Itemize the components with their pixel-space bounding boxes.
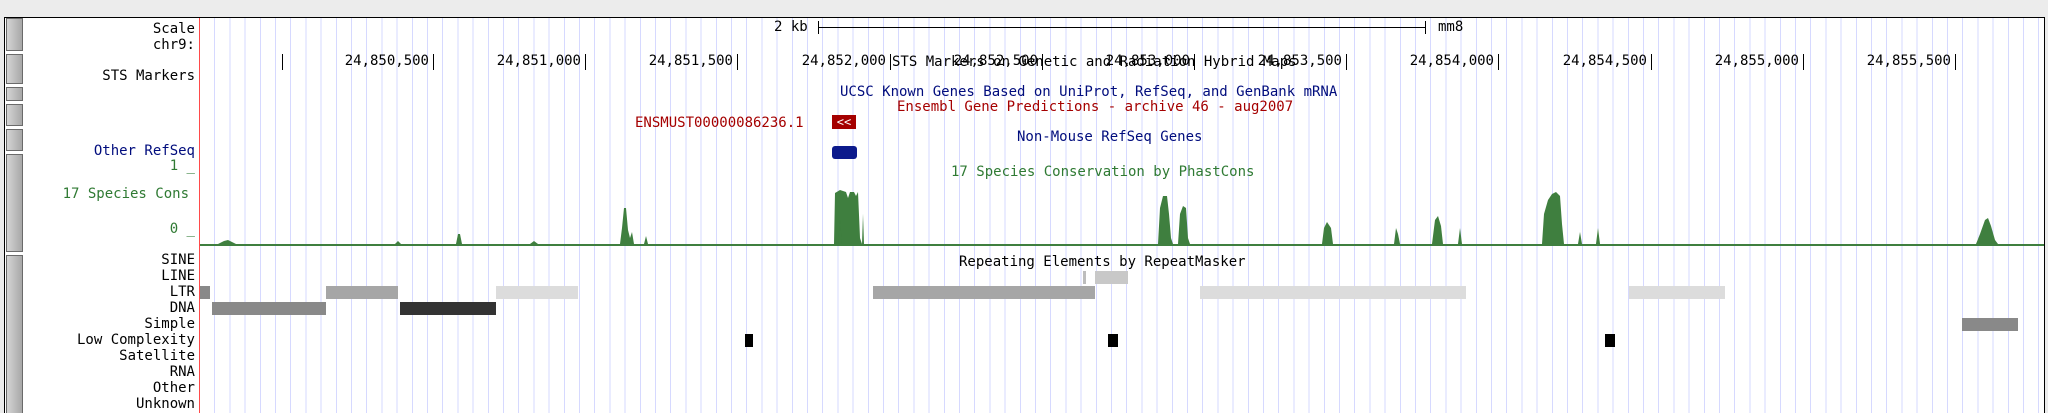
- repeatmasker-track-title: Repeating Elements by RepeatMasker: [959, 254, 1246, 270]
- side-button-repeatmasker[interactable]: [6, 255, 23, 413]
- side-button-ensembl[interactable]: [6, 104, 23, 126]
- ruler-position-label: 24,853,500: [1257, 53, 1342, 69]
- sts-track-title: STS Markers on Genetic and Radiation Hyb…: [892, 54, 1297, 70]
- rmsk-class-ltr: LTR: [169, 284, 195, 300]
- ruler-tick: [1955, 54, 1956, 70]
- ruler-tick: [585, 54, 586, 70]
- other-refseq-track-title: Non-Mouse RefSeq Genes: [1017, 129, 1203, 145]
- rmsk-line-block[interactable]: [1629, 286, 1725, 299]
- ensembl-track-title: Ensembl Gene Predictions - archive 46 - …: [897, 99, 1294, 115]
- ruler-tick: [1651, 54, 1652, 70]
- rmsk-class-low-complexity: Low Complexity: [76, 332, 195, 348]
- rmsk-class-simple: Simple: [144, 316, 195, 332]
- ruler-position-label: 24,854,000: [1409, 53, 1494, 69]
- side-button-conservation[interactable]: [6, 154, 23, 252]
- side-button-known-genes[interactable]: [6, 87, 23, 101]
- ruler-position-label: 24,850,500: [344, 53, 429, 69]
- ruler-tick: [737, 54, 738, 70]
- rmsk-sine-block[interactable]: [1095, 271, 1128, 284]
- ruler-position-label: 24,852,000: [801, 53, 886, 69]
- ensembl-feature-block[interactable]: <<: [832, 115, 856, 129]
- genome-browser-image: Scale chr9: STS Markers Other RefSeq 1 _…: [4, 17, 2045, 413]
- sts-markers-label[interactable]: STS Markers: [102, 68, 195, 84]
- rmsk-class-sine: SINE: [161, 252, 195, 268]
- rmsk-simple-block[interactable]: [1605, 334, 1615, 347]
- scale-bar-left-cap: [818, 21, 819, 34]
- other-refseq-label[interactable]: Other RefSeq: [93, 143, 195, 159]
- ruler-tick: [890, 54, 891, 70]
- rmsk-class-dna: DNA: [169, 300, 195, 316]
- conservation-track-title: 17 Species Conservation by PhastCons: [951, 164, 1255, 180]
- rmsk-ltr-block[interactable]: [400, 302, 496, 315]
- side-button-sts[interactable]: [6, 54, 23, 84]
- side-button-ruler[interactable]: [6, 18, 23, 51]
- ensembl-feature-label[interactable]: ENSMUST00000086236.1: [635, 115, 804, 131]
- ruler-tick: [1498, 54, 1499, 70]
- rmsk-class-unknown: Unknown: [135, 396, 195, 412]
- scale-bar-label: 2 kb: [774, 19, 808, 35]
- cons-min-label: 0 _: [169, 221, 195, 237]
- ruler-tick: [433, 54, 434, 70]
- rmsk-line-block[interactable]: [1200, 286, 1466, 299]
- ruler-position-label: 24,855,000: [1714, 53, 1799, 69]
- ruler-tick: [282, 54, 283, 70]
- scale-bar-right-cap: [1425, 21, 1426, 34]
- ruler-tick: [1803, 54, 1804, 70]
- rmsk-line-block[interactable]: [200, 286, 210, 299]
- ruler-position-label: 24,851,000: [496, 53, 581, 69]
- assembly-label: mm8: [1438, 19, 1464, 35]
- rmsk-dna-block[interactable]: [1962, 318, 2018, 331]
- rmsk-class-rna: RNA: [169, 364, 195, 380]
- cons-track-label[interactable]: 17 Species Cons: [62, 186, 189, 202]
- ruler-position-label: 24,852,500: [953, 53, 1038, 69]
- rmsk-line-block[interactable]: [326, 286, 398, 299]
- rmsk-class-other: Other: [152, 380, 195, 396]
- rmsk-class-satellite: Satellite: [119, 348, 195, 364]
- rmsk-ltr-block[interactable]: [212, 302, 326, 315]
- ruler-position-label: 24,853,000: [1105, 53, 1190, 69]
- scale-bar: [818, 27, 1426, 28]
- other-refseq-feature-block[interactable]: [832, 146, 857, 159]
- ruler-position-label: 24,855,500: [1866, 53, 1951, 69]
- rmsk-simple-block[interactable]: [745, 334, 753, 347]
- ruler-tick: [1042, 54, 1043, 70]
- rmsk-class-line: LINE: [161, 268, 195, 284]
- ruler-tick: [1194, 54, 1195, 70]
- side-button-other-refseq[interactable]: [6, 129, 23, 151]
- ruler-position-label: 24,854,500: [1562, 53, 1647, 69]
- conservation-wiggle[interactable]: [200, 178, 2045, 248]
- window-start-marker: [199, 18, 200, 413]
- ruler-tick: [1346, 54, 1347, 70]
- scale-label: Scale: [152, 21, 195, 37]
- ruler-position-label: 24,851,500: [648, 53, 733, 69]
- rmsk-line-block[interactable]: [873, 286, 1095, 299]
- rmsk-line-block[interactable]: [496, 286, 578, 299]
- known-genes-track-title: UCSC Known Genes Based on UniProt, RefSe…: [840, 84, 1338, 100]
- cons-max-label: 1 _: [169, 158, 195, 174]
- rmsk-simple-block[interactable]: [1108, 334, 1118, 347]
- track-area[interactable]: 2 kb mm8 STS Markers on Genetic and Radi…: [200, 18, 2045, 413]
- chrom-label: chr9:: [152, 37, 195, 53]
- rmsk-sine-block[interactable]: [1083, 271, 1086, 284]
